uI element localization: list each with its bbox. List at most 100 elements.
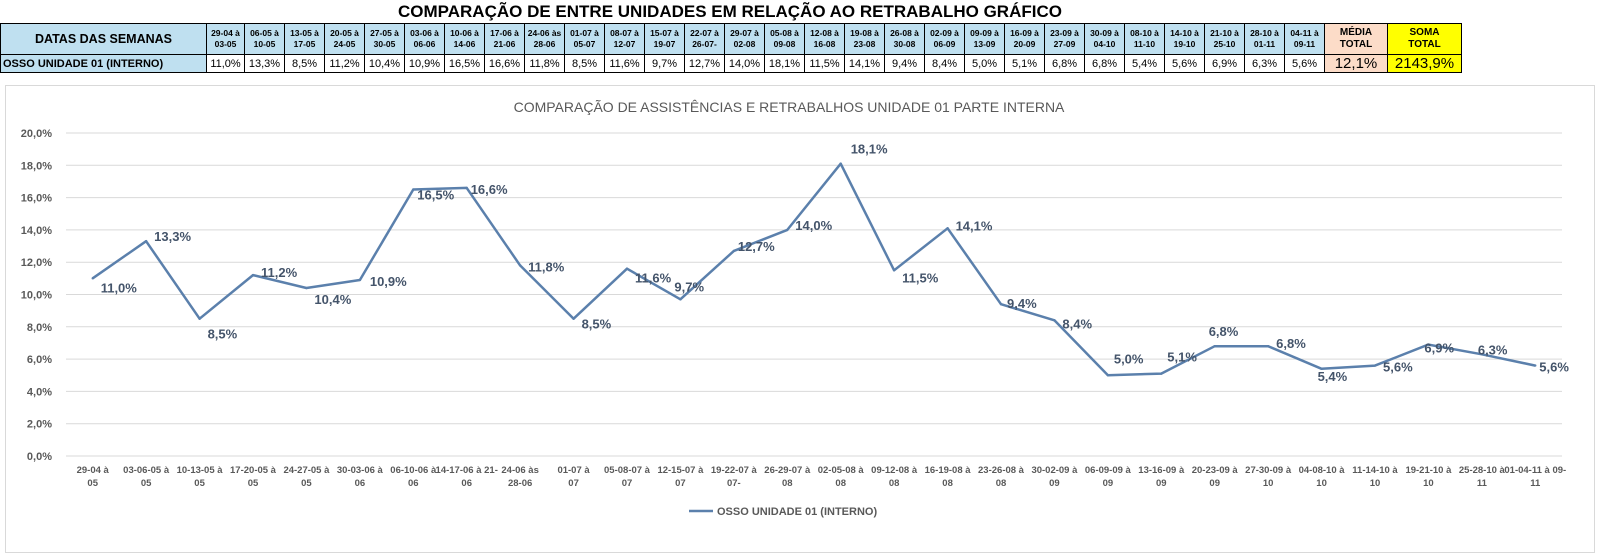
x-tick-line: 06-10-06 à xyxy=(390,465,437,476)
x-tick-label: 06-10-06 à 06 xyxy=(390,465,437,489)
x-tick-label: 23-26-08 à 08 xyxy=(978,465,1025,489)
week-value: 6,8% xyxy=(1044,54,1085,73)
x-tick-line: 04-08-10 à xyxy=(1299,465,1346,476)
week-header-line: 12-07 xyxy=(613,39,636,49)
week-header-line: 06-09 xyxy=(933,39,956,49)
x-tick-line: 09-12-08 à xyxy=(871,465,918,476)
week-value: 14,0% xyxy=(724,54,765,73)
x-tick-line: 07 xyxy=(568,478,579,489)
data-label: 6,8% xyxy=(1209,324,1239,339)
y-tick-label: 6,0% xyxy=(27,354,52,366)
x-tick-label: 09-12-08 à 08 xyxy=(871,465,918,489)
week-header-line: 16-09 à xyxy=(1010,28,1039,38)
x-tick-line: 09 xyxy=(1156,478,1167,489)
weeks-table: DATAS DAS SEMANAS 29-04 à 03-05 06-05 à 10-… xyxy=(0,23,1462,73)
week-value: 6,8% xyxy=(1084,54,1125,73)
week-header-line: 22-07 à xyxy=(690,28,719,38)
x-tick-line: 24-27-05 à xyxy=(283,465,330,476)
y-tick-label: 18,0% xyxy=(21,160,52,172)
week-header-line: 14-10 à xyxy=(1170,28,1199,38)
x-tick-label: 26-29-07 à 08 xyxy=(764,465,811,489)
week-header-line: 01-07 à xyxy=(570,28,599,38)
y-tick-label: 10,0% xyxy=(21,290,52,302)
week-value: 8,5% xyxy=(284,54,325,73)
data-point xyxy=(91,277,94,280)
week-header-line: 08-07 à xyxy=(610,28,639,38)
x-tick-label: 19-22-07 à 07- xyxy=(711,465,758,489)
data-point xyxy=(625,267,629,270)
data-point xyxy=(572,317,575,320)
week-header-line: 09-08 xyxy=(773,39,796,49)
x-tick-line: 06-09-09 à xyxy=(1085,465,1132,476)
data-point xyxy=(999,302,1003,306)
week-header-line: 08-10 à xyxy=(1130,28,1159,38)
week-value: 5,6% xyxy=(1164,54,1205,73)
media-header-line: MÉDIA xyxy=(1339,27,1373,38)
x-tick-line: 29-04 à xyxy=(77,465,110,476)
data-label: 11,0% xyxy=(101,280,138,295)
x-tick-label: 02-05-08 à 08 xyxy=(818,465,865,489)
x-tick-line: 06 xyxy=(408,478,419,489)
week-header-line: 10-06 à xyxy=(450,28,479,38)
x-tick-line: 13-16-09 à xyxy=(1138,465,1185,476)
data-label: 5,1% xyxy=(1167,350,1197,365)
x-tick-label: 05-08-07 à 07 xyxy=(604,465,651,489)
data-point xyxy=(465,186,468,190)
week-value: 11,0% xyxy=(206,54,245,73)
week-header: 04-11 à 09-11 xyxy=(1284,23,1325,55)
data-point xyxy=(144,240,148,243)
x-tick-line: 08 xyxy=(942,478,953,489)
week-header-line: 30-09 à xyxy=(1090,28,1119,38)
week-header: 15-07 à 19-07 xyxy=(644,23,685,55)
week-header-line: 10-05 xyxy=(253,39,276,49)
week-value: 14,1% xyxy=(844,54,885,73)
x-tick-line: 05 xyxy=(248,478,259,489)
x-tick-line: 06 xyxy=(355,478,366,489)
data-point xyxy=(1106,374,1110,377)
x-tick-line: 07- xyxy=(727,478,741,489)
week-header-line: 26-07- xyxy=(692,39,717,49)
x-tick-line: 05 xyxy=(301,478,312,489)
week-header: 12-08 à 16-08 xyxy=(804,23,845,55)
x-tick-line: 30-02-09 à xyxy=(1031,465,1078,476)
x-tick-label: 11-14-10 à 10 xyxy=(1352,465,1398,489)
week-header-line: 16-08 xyxy=(813,39,836,49)
week-header: 26-08 à 30-08 xyxy=(884,23,925,55)
data-point xyxy=(892,269,896,272)
x-tick-label: 17-20-05 à 05 xyxy=(230,465,277,489)
x-tick-line: 19-22-07 à xyxy=(711,465,758,476)
week-header: 09-09 à 13-09 xyxy=(964,23,1005,55)
data-point xyxy=(839,162,842,165)
x-tick-label: 10-13-05 à 05 xyxy=(177,465,224,489)
week-header-line: 09-09 à xyxy=(970,28,999,38)
week-header: 30-09 à 04-10 xyxy=(1084,23,1125,55)
week-value: 6,3% xyxy=(1244,54,1285,73)
week-header-line: 17-06 à xyxy=(490,28,519,38)
week-header-line: 03-05 xyxy=(214,39,237,49)
data-label: 6,3% xyxy=(1478,342,1508,357)
header-label: DATAS DAS SEMANAS xyxy=(0,23,207,55)
week-header-line: 13-05 à xyxy=(290,28,319,38)
x-tick-line: 30-03-06 à xyxy=(337,465,384,476)
week-header: 13-05 à 17-05 xyxy=(284,23,325,55)
x-tick-line: 12-15-07 à xyxy=(657,465,704,476)
week-header: 17-06 à 21-06 xyxy=(484,23,525,55)
data-label: 8,5% xyxy=(582,317,612,332)
y-axis: 0,0% 2,0% 4,0% 6,0% 8,0% 10,0% 12,0% 14,0% 16,0%… xyxy=(21,128,52,463)
x-tick-label: 30-03-06 à 06 xyxy=(337,465,384,489)
data-point xyxy=(1053,319,1056,322)
x-tick-line: 07 xyxy=(675,478,686,489)
week-value: 8,5% xyxy=(564,54,605,73)
series-line xyxy=(91,162,1537,377)
x-tick-label: 06-09-09 à 09 xyxy=(1085,465,1132,489)
y-tick-label: 12,0% xyxy=(21,257,52,269)
data-point xyxy=(732,249,736,253)
y-tick-label: 16,0% xyxy=(21,193,52,205)
week-header: 02-09 à 06-09 xyxy=(924,23,965,55)
data-label: 13,3% xyxy=(154,229,191,244)
x-tick-line: 20-23-09 à xyxy=(1192,465,1239,476)
soma-header: SOMA TOTAL xyxy=(1387,23,1462,55)
chart-area: COMPARAÇÃO DE ASSISTÊNCIAS E RETRABALHOS… xyxy=(5,85,1595,553)
x-tick-line: 23-26-08 à xyxy=(978,465,1025,476)
data-point xyxy=(1373,364,1377,367)
